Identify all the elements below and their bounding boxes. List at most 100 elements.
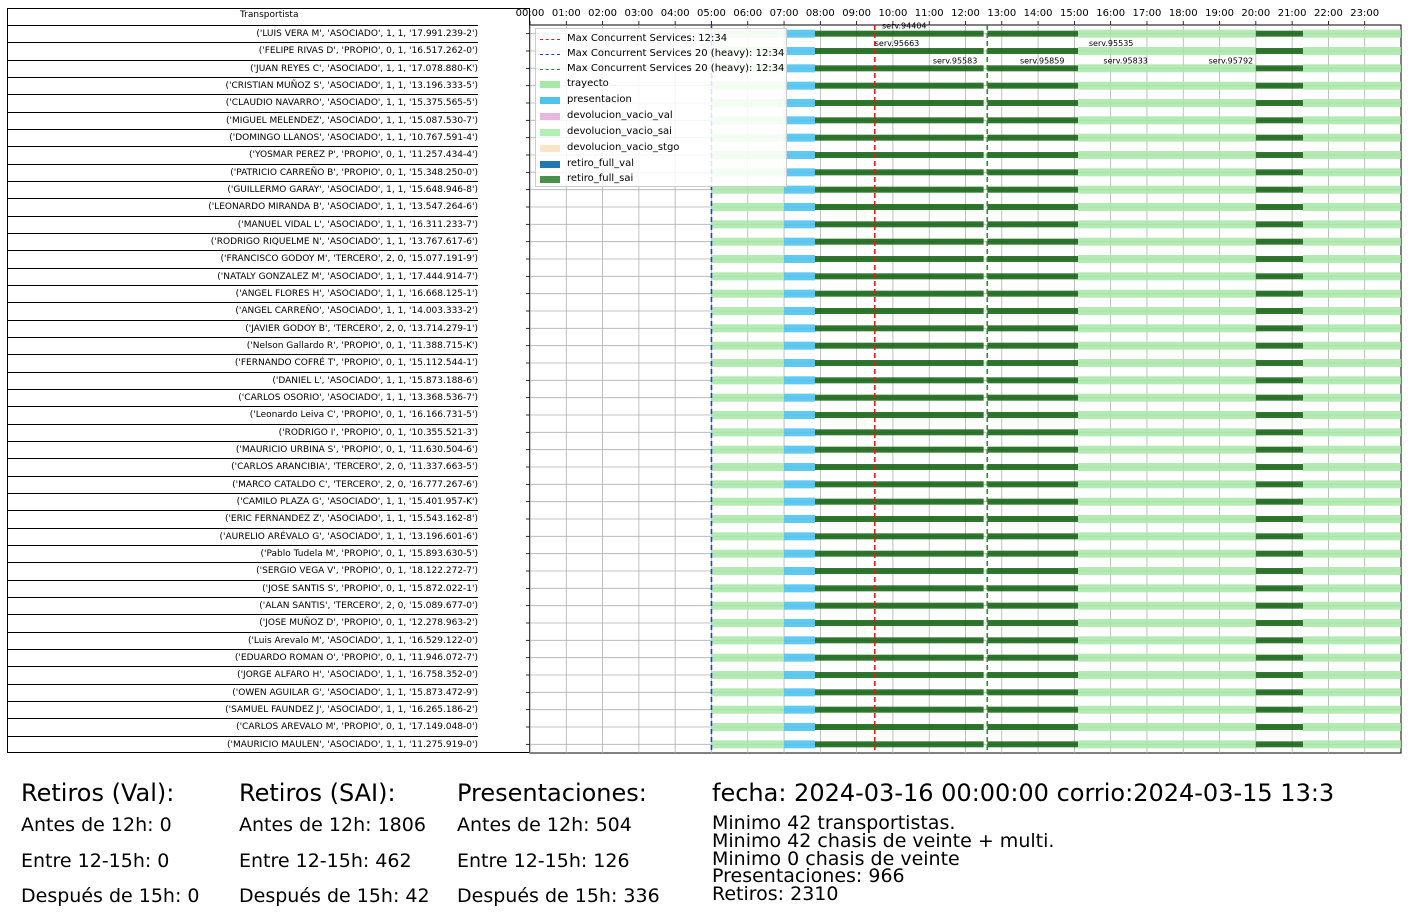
carrier-row-label: ('LUIS VERA M', 'ASOCIADO', 1, 1, '17.99… <box>8 25 478 43</box>
gantt-bar-trayecto <box>1078 463 1256 471</box>
gantt-bar-trayecto <box>711 480 785 489</box>
gantt-bar-trayecto <box>1078 497 1256 506</box>
gantt-bar-trayecto <box>1078 636 1256 645</box>
carrier-row-label: ('RODRIGO I', 'PROPIO', 0, 1, '10.355.52… <box>8 423 478 442</box>
x-tick-label: 18:00 <box>1169 8 1198 19</box>
gantt-bar-presentacion <box>784 723 815 731</box>
gantt-bar-trayecto <box>1078 688 1256 697</box>
gantt-bar-presentacion <box>784 116 815 125</box>
fecha-title: fecha: 2024-03-16 00:00:00 corrio:2024-0… <box>712 779 1335 807</box>
gantt-bar-retiro_full_sai <box>814 464 984 470</box>
gantt-bar-trayecto <box>1078 359 1256 367</box>
service-annotation: serv.95583 <box>933 56 977 65</box>
gantt-bar-retiro_full_sai <box>987 377 1079 384</box>
gantt-bar-presentacion <box>784 29 815 38</box>
carrier-row-label: ('JORGE ALFARO H', 'ASOCIADO', 1, 1, '16… <box>8 666 478 684</box>
gantt-bar-retiro_full_sai <box>1255 585 1304 592</box>
legend-label: Max Concurrent Services: 12:34 <box>567 33 728 44</box>
gantt-bar-retiro_full_sai <box>1255 620 1304 626</box>
gantt-bar-retiro_full_sai <box>987 706 1079 713</box>
gantt-bar-trayecto <box>711 428 785 437</box>
x-tick-label: 02:00 <box>588 8 617 19</box>
gantt-bar-trayecto <box>711 671 785 679</box>
service-annotation: serv.95535 <box>1089 39 1133 48</box>
gantt-bar-trayecto <box>1078 324 1256 333</box>
gantt-bar-retiro_full_sai <box>1255 516 1304 522</box>
carrier-row-label: ('CRISTIAN MUÑOZ S', 'ASOCIADO', 1, 1, '… <box>8 77 478 95</box>
gantt-bar-retiro_full_sai <box>1255 134 1304 141</box>
legend-line-swatch <box>540 69 560 70</box>
gantt-bar-trayecto <box>1303 463 1401 471</box>
gantt-bar-retiro_full_sai <box>814 689 984 696</box>
gantt-bar-trayecto <box>1303 341 1401 350</box>
gantt-bar-retiro_full_sai <box>1255 550 1304 557</box>
gantt-bar-retiro_full_sai <box>814 238 984 245</box>
gantt-bar-trayecto <box>1303 671 1401 679</box>
gantt-bar-trayecto <box>1303 289 1401 298</box>
x-tick-label: 00:00 <box>516 8 545 19</box>
gantt-bar-trayecto <box>1303 532 1401 541</box>
x-tick-label: 12:00 <box>951 8 980 19</box>
carrier-row-label: ('ERIC FERNANDEZ Z', 'ASOCIADO', 1, 1, '… <box>8 510 478 528</box>
gantt-bar-retiro_full_sai <box>987 568 1079 574</box>
gantt-bar-trayecto <box>1303 64 1401 73</box>
gantt-bar-retiro_full_sai <box>814 637 984 644</box>
gantt-bar-trayecto <box>1303 428 1401 437</box>
gantt-bar-retiro_full_sai <box>1255 412 1304 418</box>
gantt-bar-retiro_full_sai <box>987 360 1079 366</box>
gantt-bar-retiro_full_sai <box>987 186 1079 193</box>
gantt-bar-retiro_full_sai <box>814 221 984 228</box>
gantt-bar-retiro_full_sai <box>987 741 1079 748</box>
gantt-bar-retiro_full_sai <box>987 342 1079 349</box>
gantt-bar-trayecto <box>1303 151 1401 159</box>
gantt-bar-trayecto <box>1078 445 1256 454</box>
x-tick-label: 20:00 <box>1241 8 1270 19</box>
gantt-bar-trayecto <box>1303 81 1401 90</box>
service-annotation: serv.95859 <box>1020 56 1064 65</box>
gantt-bar-trayecto <box>1078 515 1256 523</box>
carrier-row-label: ('JAVIER GODOY B', 'TERCERO', 2, 0, '13.… <box>8 319 478 338</box>
gantt-bar-retiro_full_sai <box>814 117 984 124</box>
gantt-bar-retiro_full_sai <box>814 65 984 72</box>
gantt-bar-trayecto <box>1078 237 1256 246</box>
carrier-row-label: ('MAURICIO MAULEN', 'ASOCIADO', 1, 1, '1… <box>8 735 478 754</box>
carrier-row-label: ('ALAN SANTIS', 'TERCERO', 2, 0, '15.089… <box>8 597 478 615</box>
gantt-bar-trayecto <box>1303 237 1401 246</box>
sai-title: Retiros (SAI): <box>239 779 396 807</box>
gantt-bar-trayecto <box>711 584 785 593</box>
gantt-bar-trayecto <box>1303 359 1401 367</box>
gantt-bar-presentacion <box>784 480 815 489</box>
gantt-bar-presentacion <box>784 64 815 73</box>
gantt-bar-trayecto <box>711 203 785 211</box>
legend-label: trayecto <box>567 78 609 89</box>
carrier-row-label: ('SAMUEL FAUNDEZ J', 'ASOCIADO', 1, 1, '… <box>8 701 478 719</box>
gantt-bar-trayecto <box>1078 619 1256 627</box>
gantt-bar-trayecto <box>711 601 785 610</box>
gantt-bar-trayecto <box>1078 289 1256 298</box>
gantt-bar-trayecto <box>1078 185 1256 194</box>
gantt-bar-retiro_full_sai <box>987 533 1079 540</box>
gantt-bar-trayecto <box>1078 47 1256 55</box>
gantt-bar-presentacion <box>784 376 815 385</box>
gantt-bar-presentacion <box>784 532 815 541</box>
carrier-row-label: ('FRANCISCO GODOY M', 'TERCERO', 2, 0, '… <box>8 250 478 268</box>
gantt-bar-presentacion <box>784 168 815 177</box>
gantt-bar-retiro_full_sai <box>1255 186 1304 193</box>
service-annotation: serv.94404 <box>882 22 926 31</box>
carrier-row-label: ('LEONARDO MIRANDA B', 'ASOCIADO', 1, 1,… <box>8 198 478 216</box>
gantt-bar-retiro_full_sai <box>987 464 1079 470</box>
pres-line: Antes de 12h: 504 <box>457 814 632 836</box>
gantt-bar-trayecto <box>1078 151 1256 159</box>
gantt-bar-retiro_full_sai <box>987 82 1079 89</box>
gantt-bar-presentacion <box>784 584 815 593</box>
gantt-chart: 00:00 01:00 02:00 03:00 04:00 05:00 06:00 07:00… <box>516 8 1402 754</box>
sai-line: Antes de 12h: 1806 <box>239 814 426 836</box>
gantt-bar-trayecto <box>1078 376 1256 385</box>
legend-label: retiro_full_sai <box>567 173 634 185</box>
carrier-row-label: ('YOSMAR PEREZ P', 'PROPIO', 0, 1, '11.2… <box>8 146 478 164</box>
gantt-bar-trayecto <box>1303 99 1401 107</box>
legend-swatch <box>540 96 560 104</box>
gantt-bar-trayecto <box>1303 411 1401 419</box>
carrier-row-label: ('CARLOS AREVALO M', 'PROPIO', 0, 1, '17… <box>8 718 478 736</box>
carrier-table-header-label: Transportista <box>240 10 299 20</box>
